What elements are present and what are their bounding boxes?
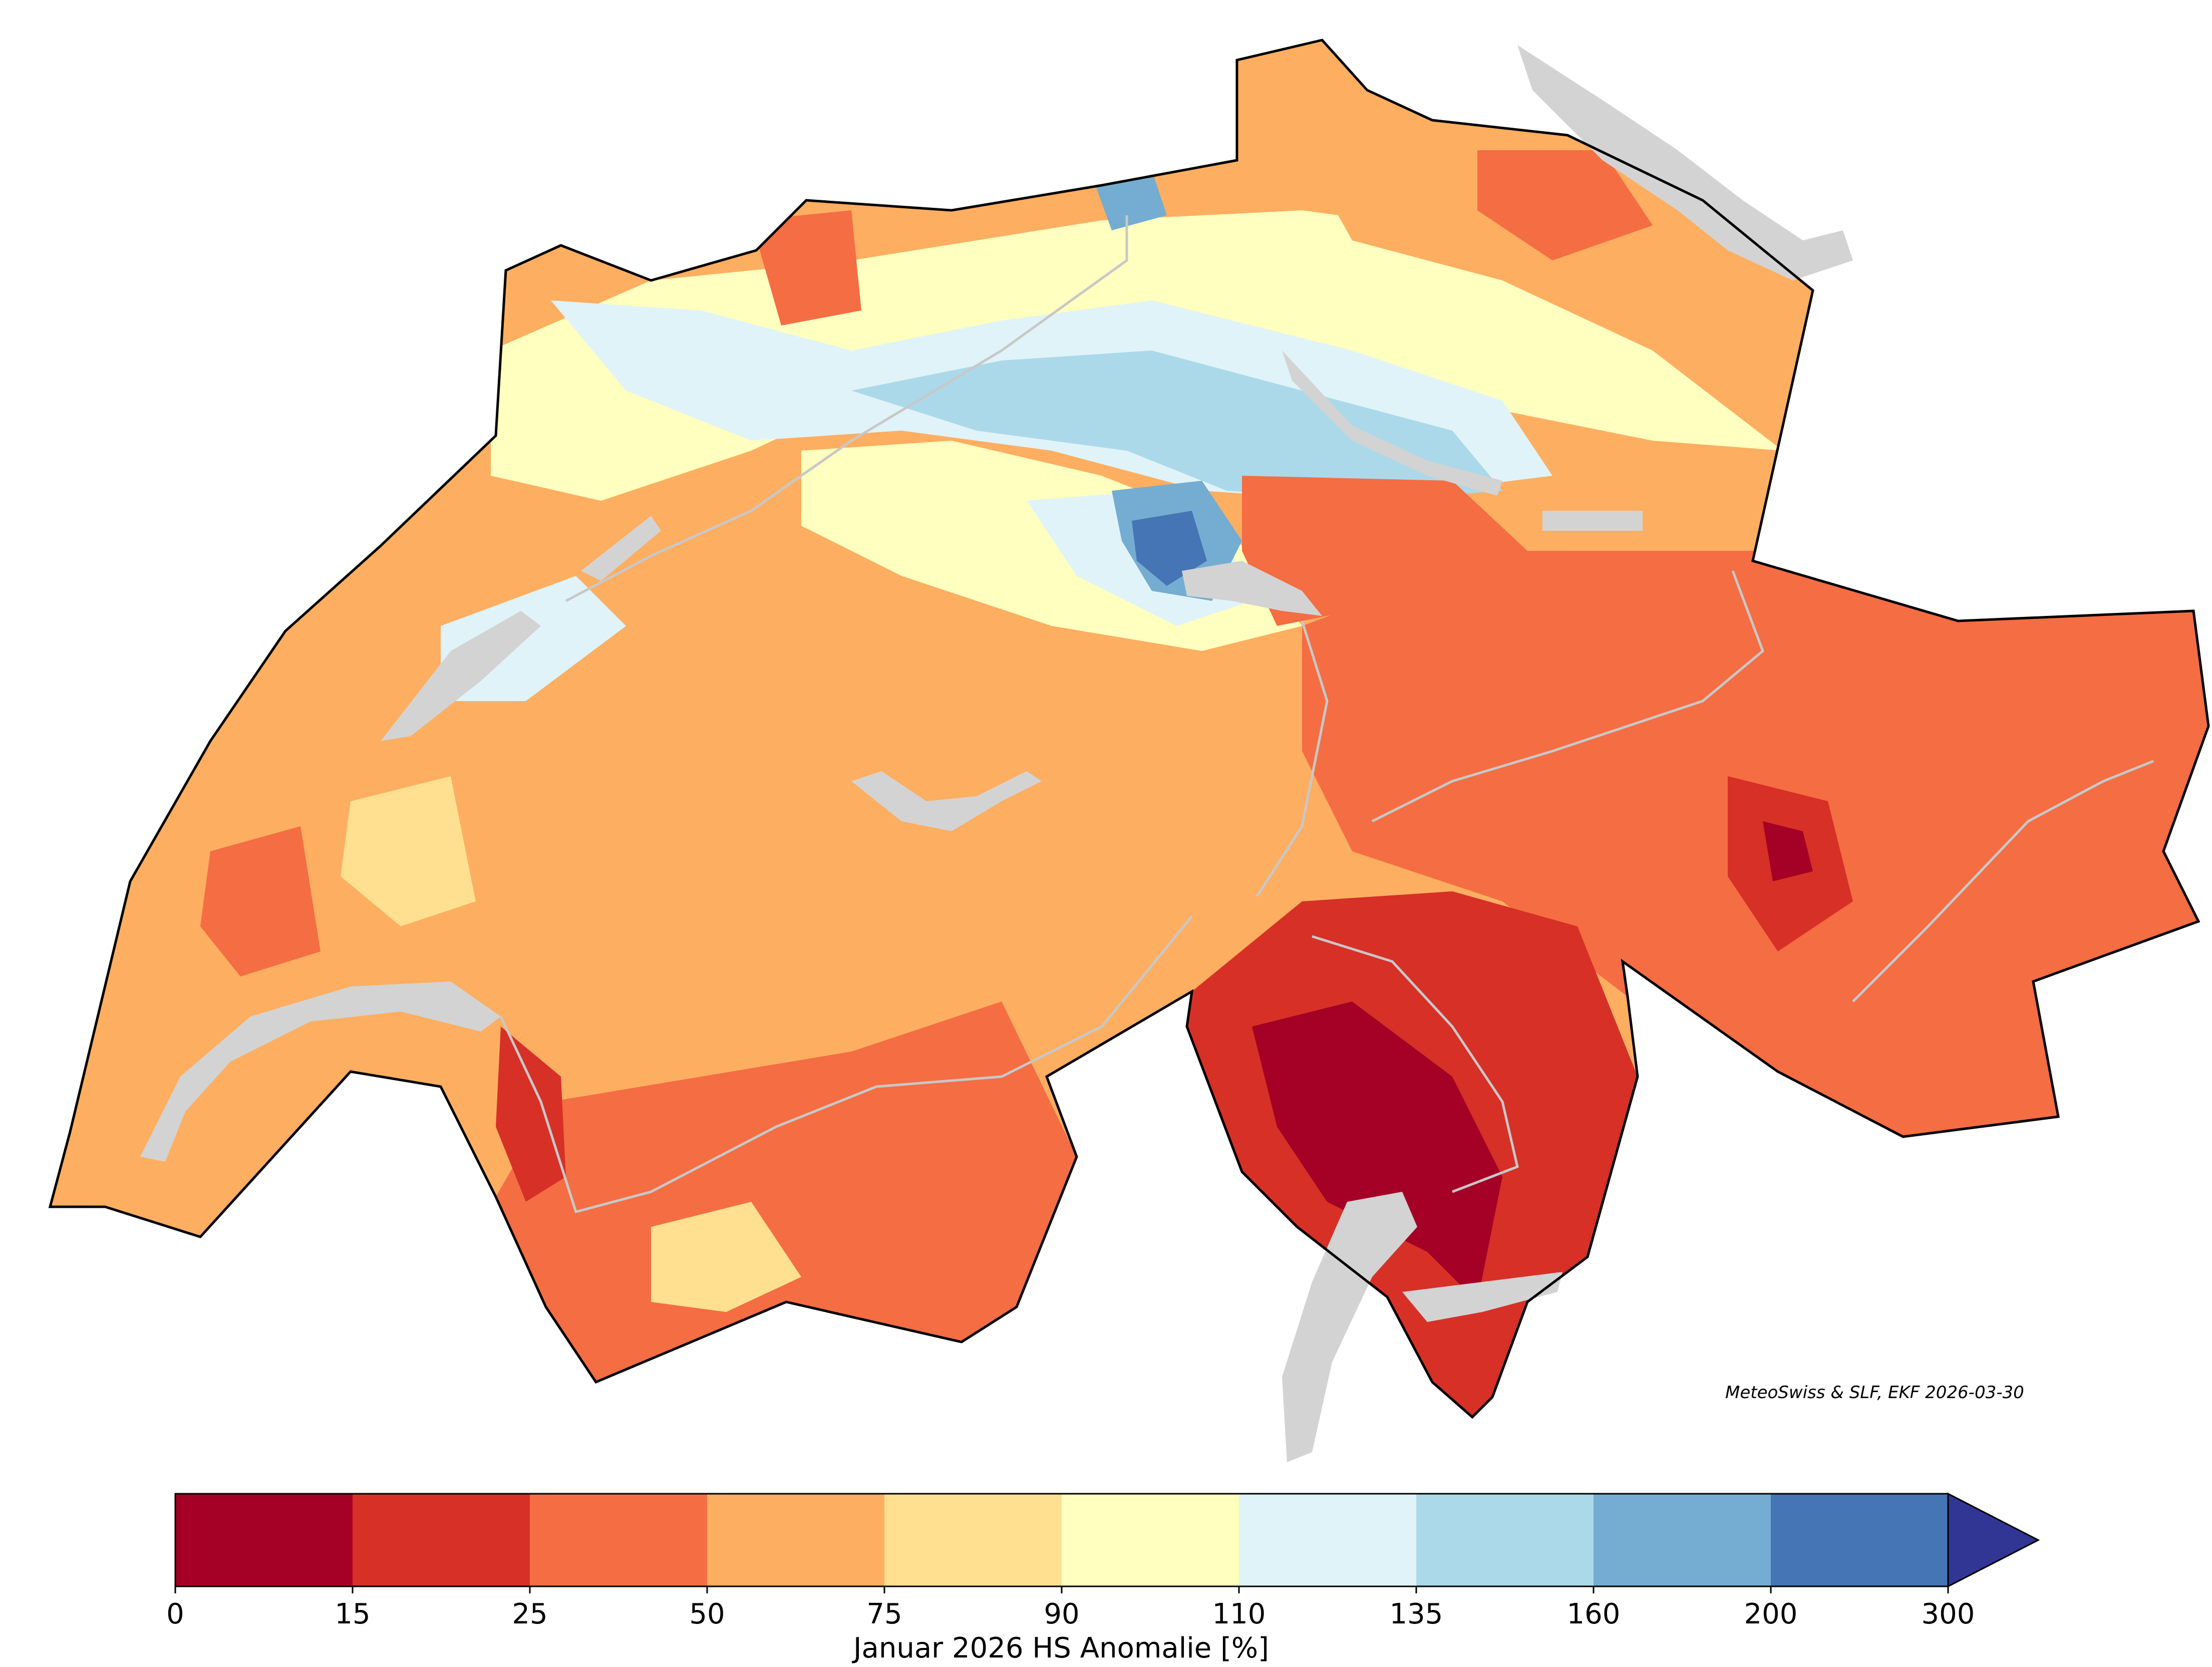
river-aare (565, 215, 1128, 602)
map-credit: MeteoSwiss & SLF, EKF 2026-03-30 (1725, 1383, 2024, 1403)
anomaly-field (200, 135, 2208, 1417)
colorbar-tick-label: 135 (1390, 1598, 1443, 1630)
country-border (48, 39, 2210, 1419)
zone-west-dark (200, 826, 321, 976)
colorbar-segment (1594, 1494, 1771, 1586)
lake-lugano (1402, 1272, 1562, 1322)
colorbar-segment (1771, 1494, 1949, 1586)
colorbar-segment (1062, 1494, 1239, 1586)
lake-walen (1542, 511, 1643, 531)
lake-maggiore (1282, 1192, 1417, 1462)
zone-valais-yellow (651, 1202, 801, 1312)
colorbar-tick-label: 160 (1567, 1598, 1621, 1630)
lakes (140, 45, 1853, 1462)
colorbar-tick-label: 0 (166, 1598, 184, 1630)
river-inn (1852, 760, 2154, 1003)
zone-central-darkblue (1132, 511, 1207, 586)
colorbar-extend-arrow (1947, 1492, 2040, 1588)
colorbar-segment (1416, 1494, 1594, 1586)
river-rhone (499, 915, 1193, 1214)
river-reuss (1255, 620, 1329, 897)
colorbar-tick-label: 300 (1922, 1598, 1975, 1630)
zone-central-orange-ridges (1242, 476, 1527, 626)
colorbar-tick-label: 90 (1044, 1598, 1079, 1630)
colorbar-segment (707, 1494, 885, 1586)
zone-north-dark (751, 210, 861, 325)
colorbar-segment (353, 1494, 530, 1586)
zone-valais (496, 1002, 1077, 1382)
zone-southwest-red (496, 1027, 566, 1202)
colorbar-segment (530, 1494, 708, 1586)
colorbar-segment (1239, 1494, 1417, 1586)
colorbar-segment (175, 1494, 353, 1586)
lake-geneva (140, 981, 501, 1162)
lake-neuchatel (381, 611, 541, 741)
zone-top-blue (1092, 170, 1167, 230)
lake-biel (581, 516, 661, 581)
lake-thun-brienz (851, 771, 1042, 831)
colorbar-tick-label: 110 (1212, 1598, 1266, 1630)
lake-lucerne (1182, 561, 1322, 616)
colorbar-tick-label: 200 (1744, 1598, 1798, 1630)
river-ticino (1312, 935, 1519, 1193)
colorbar-label: Januar 2026 HS Anomalie [%] (852, 1632, 1269, 1664)
colorbar-tick-label: 15 (335, 1598, 370, 1630)
lake-zurich (1282, 351, 1502, 496)
colorbar-tick-label: 25 (512, 1598, 547, 1630)
zone-west-yellow (341, 776, 476, 926)
colorbar-segment (884, 1494, 1062, 1586)
zone-northeast-dark (1477, 150, 1653, 260)
lake-constance (1517, 45, 1853, 280)
zone-ticino-dark (1252, 1002, 1502, 1302)
rivers (499, 215, 2154, 1214)
colorbar: 0 15 25 50 75 90 110 135 160 200 300 (166, 1492, 2040, 1630)
colorbar-tick-label: 50 (689, 1598, 725, 1630)
zone-blue-plateau (851, 351, 1502, 501)
colorbar-tick-label: 75 (866, 1598, 902, 1630)
zone-grisons-darkest (1763, 821, 1813, 881)
river-rhine (1371, 570, 1764, 823)
switzerland-map (48, 39, 2210, 1462)
